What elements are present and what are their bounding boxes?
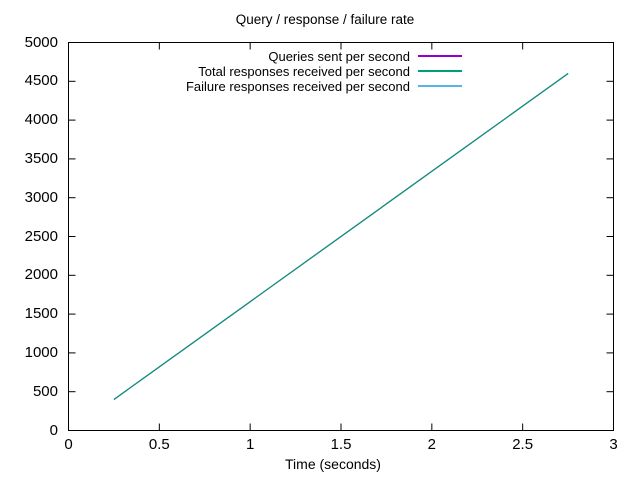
legend-label: Total responses received per second <box>198 63 410 79</box>
legend-label: Queries sent per second <box>268 48 410 64</box>
legend-item: Failure responses received per second <box>186 78 462 94</box>
y-tick-label: 1000 <box>24 343 58 361</box>
y-tick-label: 4500 <box>24 72 58 90</box>
y-tick-label: 0 <box>49 421 58 439</box>
x-axis-title: Time (seconds) <box>285 456 381 472</box>
legend-label: Failure responses received per second <box>185 78 410 94</box>
legend-line-sample <box>418 55 462 57</box>
chart-title: Query / response / failure rate <box>235 12 415 27</box>
x-tick-label: 1 <box>245 436 255 453</box>
y-tick-label: 1500 <box>24 305 58 323</box>
y-tick-label: 3000 <box>24 188 58 206</box>
x-tick-label: 0.5 <box>148 436 170 453</box>
x-tick-label: 2 <box>427 436 436 453</box>
series-line <box>113 73 569 400</box>
y-tick-label: 2500 <box>24 227 58 245</box>
legend-line-sample <box>418 70 462 72</box>
y-tick-label: 500 <box>32 382 58 400</box>
legend-item: Queries sent per second <box>268 48 462 64</box>
x-tick-label: 1.5 <box>330 436 352 453</box>
y-tick-label: 5000 <box>24 33 58 51</box>
x-tick-label: 0 <box>64 436 73 453</box>
x-tick-label: 3 <box>609 436 618 453</box>
y-tick-label: 4000 <box>24 111 58 129</box>
y-tick-label: 3500 <box>24 149 58 167</box>
legend-line-sample <box>418 85 462 87</box>
legend-item: Total responses received per second <box>198 63 462 79</box>
x-tick-label: 2.5 <box>512 436 534 453</box>
y-tick-label: 2000 <box>24 266 58 284</box>
